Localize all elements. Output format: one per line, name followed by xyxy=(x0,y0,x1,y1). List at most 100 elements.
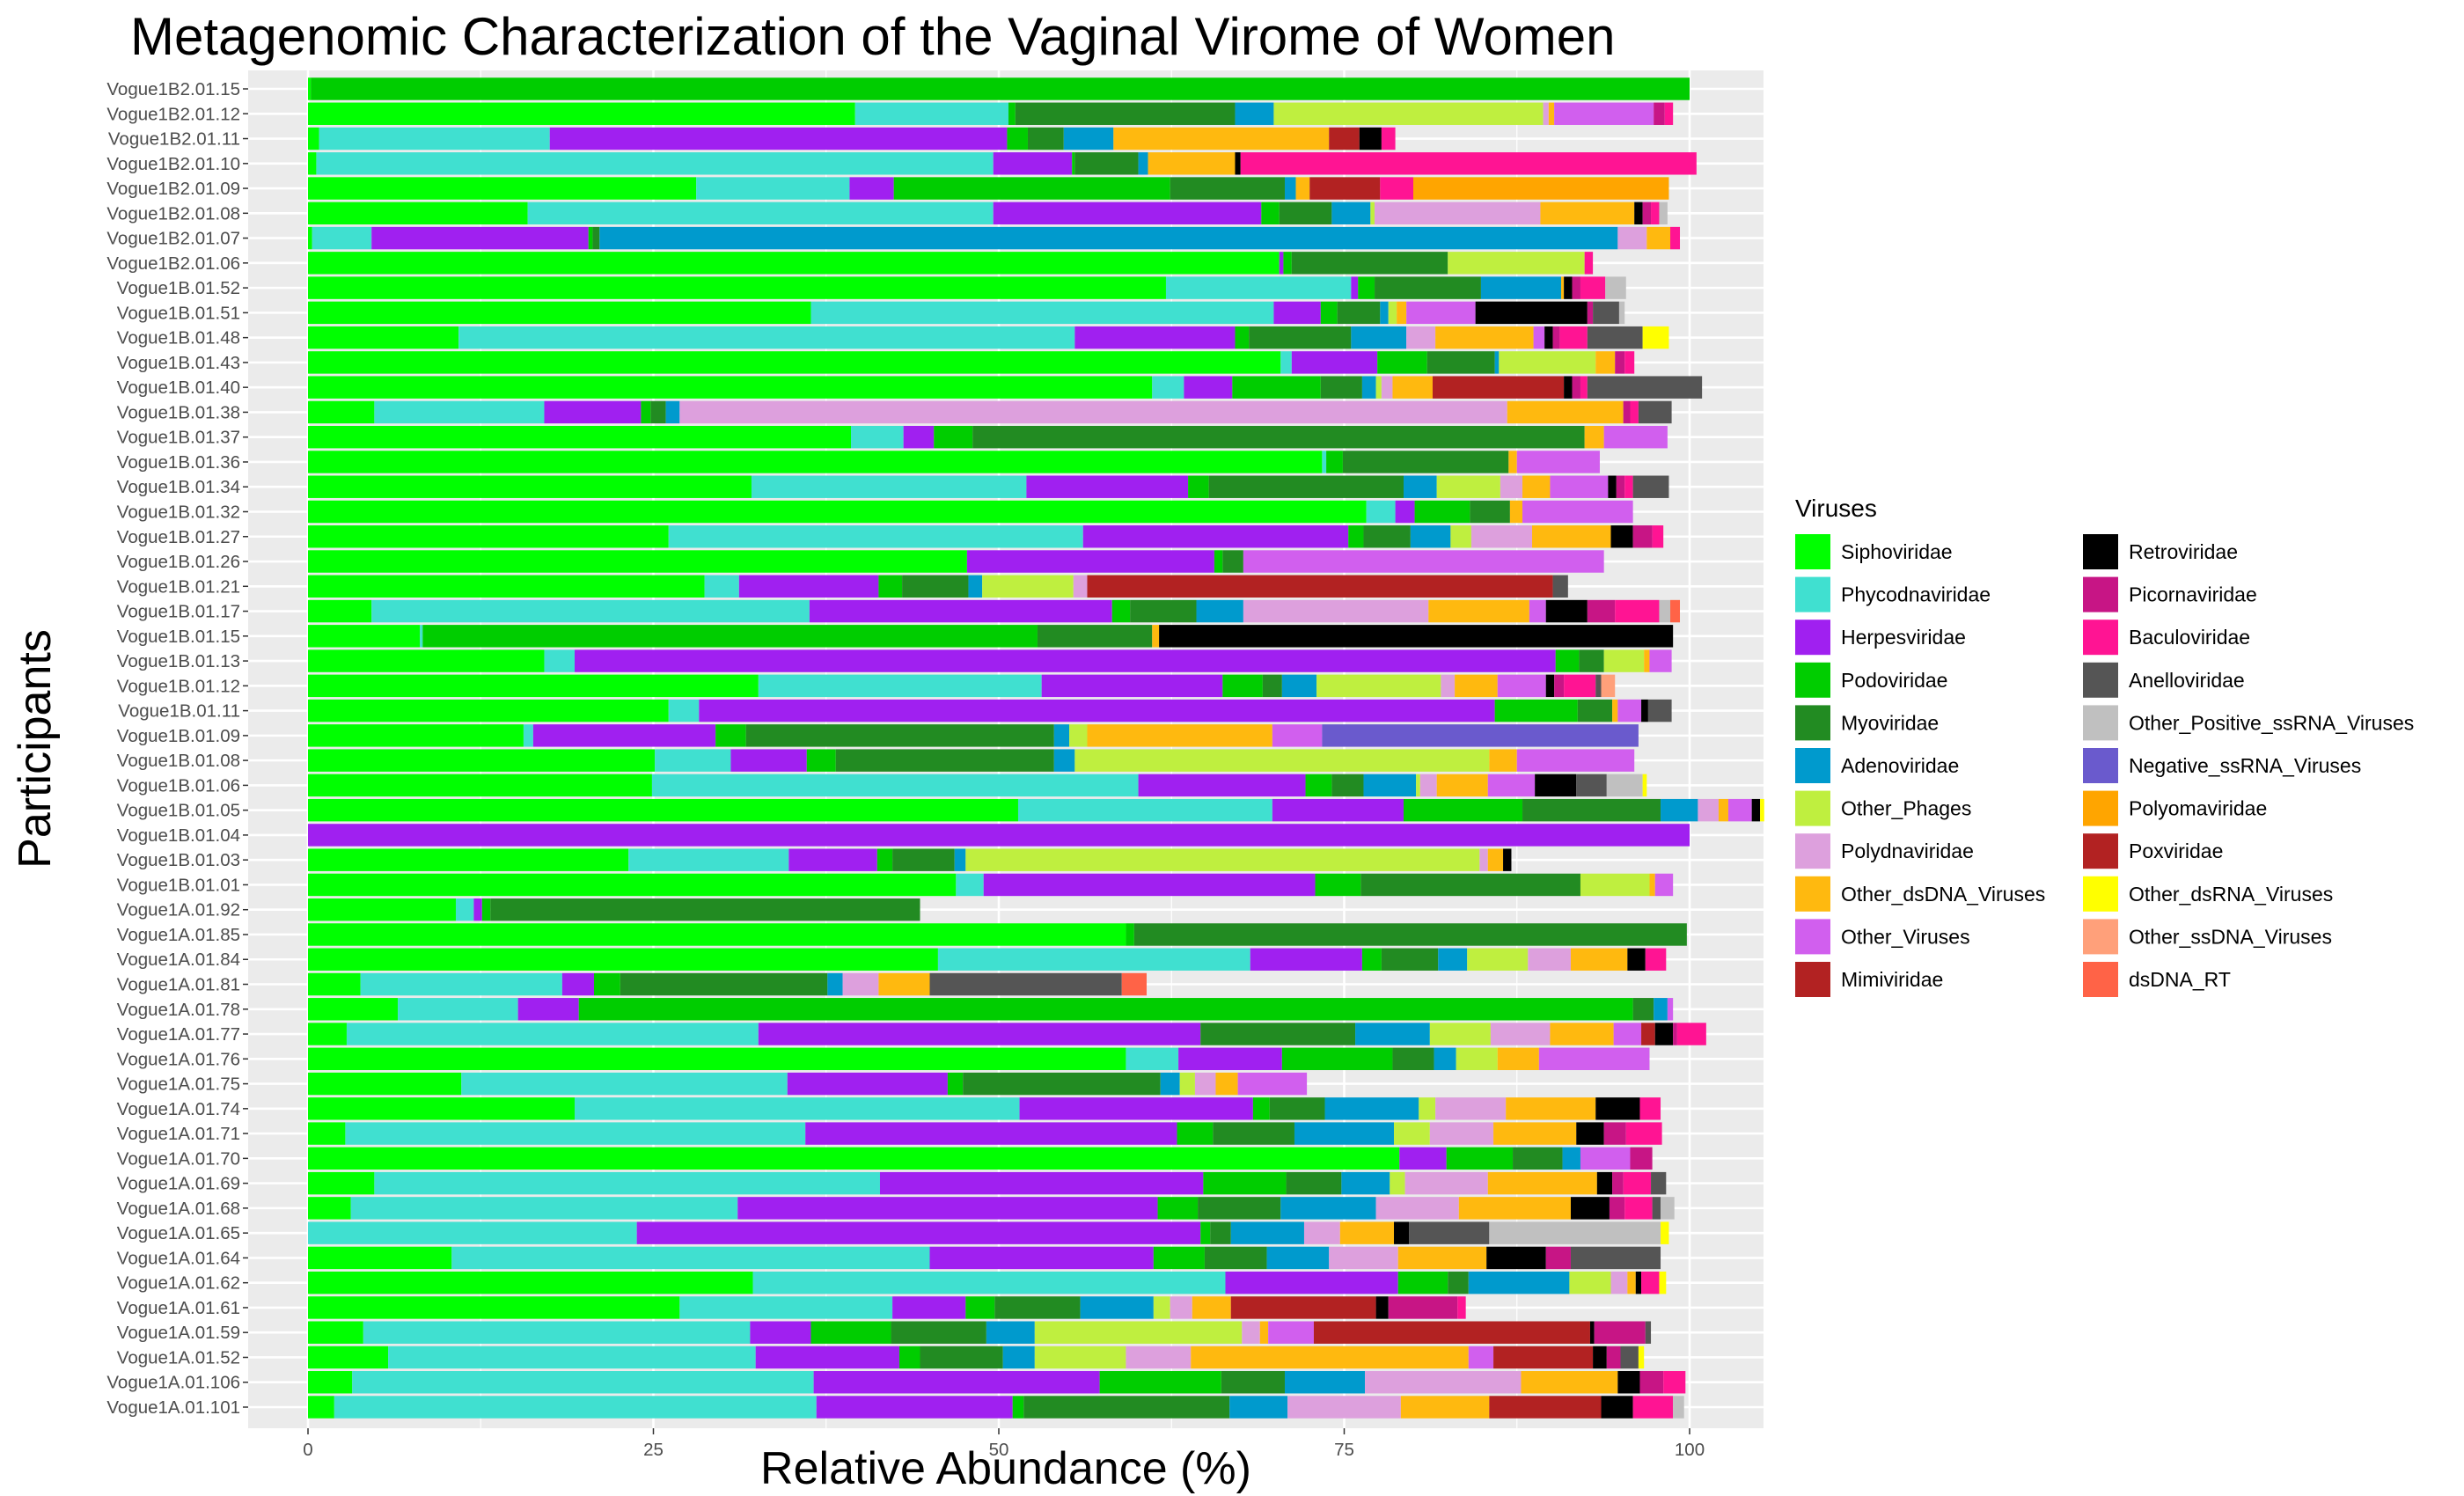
bar-segment xyxy=(308,226,312,250)
bar-segment xyxy=(308,1396,334,1419)
bar-segment xyxy=(316,152,994,175)
bar-segment xyxy=(628,848,789,871)
bar-segment xyxy=(810,301,1274,325)
legend-key xyxy=(2083,705,2118,741)
bar-segment xyxy=(1126,1047,1179,1071)
bar-segment xyxy=(1595,351,1616,374)
bar-segment xyxy=(1291,351,1378,374)
bar-segment xyxy=(308,599,372,623)
bar-segment xyxy=(588,226,593,250)
bar-segment xyxy=(308,1246,452,1270)
bar-segment xyxy=(1576,774,1607,797)
bar-segment xyxy=(490,898,920,921)
bar-segment xyxy=(1595,1097,1640,1120)
bar-segment xyxy=(1533,326,1545,349)
bar-segment xyxy=(1436,774,1488,797)
bar-segment xyxy=(1111,599,1131,623)
legend-label: Other_ssDNA_Viruses xyxy=(2129,925,2332,948)
bar-segment xyxy=(1320,301,1338,325)
bar-segment xyxy=(1243,599,1429,623)
bar-segment xyxy=(750,1321,811,1344)
bar-segment xyxy=(668,699,700,722)
bar-segment xyxy=(1148,152,1236,175)
bar-segment xyxy=(751,475,1027,498)
bar-segment xyxy=(473,898,482,921)
bar-segment xyxy=(1616,475,1625,498)
bar-segment xyxy=(715,724,746,747)
bar-segment xyxy=(308,301,811,325)
bar-segment xyxy=(1497,674,1546,698)
bar-segment xyxy=(1406,301,1476,325)
y-tick-label: Vogue1B.01.40 xyxy=(117,378,240,398)
bar-segment xyxy=(1642,202,1652,225)
bar-segment xyxy=(308,326,459,349)
bar-segment xyxy=(1572,376,1580,399)
bar-segment xyxy=(1281,674,1317,698)
bar-segment xyxy=(954,848,966,871)
bar-segment xyxy=(745,724,1054,747)
legend-key xyxy=(2083,962,2118,997)
bar-segment xyxy=(1760,798,1764,822)
bar-segment xyxy=(371,599,810,623)
bar-segment xyxy=(1160,1072,1180,1096)
bar-segment xyxy=(1559,326,1588,349)
bar-segment xyxy=(1214,550,1223,573)
bar-segment xyxy=(1593,301,1619,325)
bar-segment xyxy=(994,1296,1081,1319)
bar-segment xyxy=(1489,1221,1661,1244)
bar-segment xyxy=(1200,1221,1211,1244)
bar-segment xyxy=(1654,998,1668,1021)
bar-segment xyxy=(1645,1321,1652,1344)
bar-segment xyxy=(1392,1047,1434,1071)
bar-segment xyxy=(1659,599,1671,623)
bar-segment xyxy=(1522,500,1633,524)
bar-segment xyxy=(1284,1371,1366,1394)
bar-segment xyxy=(1342,451,1509,473)
bar-segment xyxy=(1295,177,1310,200)
bar-segment xyxy=(1489,749,1517,772)
bar-segment xyxy=(1509,500,1523,524)
bar-segment xyxy=(575,649,1556,672)
bar-segment xyxy=(1363,774,1417,797)
bar-segment xyxy=(849,177,894,200)
bar-segment xyxy=(1272,798,1404,822)
bar-segment xyxy=(1286,1171,1342,1195)
bar-segment xyxy=(1606,1346,1621,1369)
bar-segment xyxy=(1570,1197,1610,1220)
legend-key xyxy=(2083,919,2118,955)
bar-segment xyxy=(1203,1171,1287,1195)
bar-segment xyxy=(388,1346,756,1369)
bar-segment xyxy=(1448,252,1585,275)
y-tick-label: Vogue1A.01.69 xyxy=(117,1174,240,1194)
bar-segment xyxy=(842,972,879,996)
legend-label: Myoviridae xyxy=(1841,711,1939,734)
y-tick-label: Vogue1A.01.78 xyxy=(117,1000,240,1020)
bar-segment xyxy=(544,400,642,424)
bar-segment xyxy=(1605,276,1626,299)
bar-segment xyxy=(1279,202,1332,225)
bar-segment xyxy=(956,873,984,897)
bar-segment xyxy=(1426,351,1495,374)
bar-segment xyxy=(1365,1371,1522,1394)
bar-segment xyxy=(308,376,1153,399)
bar-segment xyxy=(308,177,697,200)
bar-segment xyxy=(1623,400,1631,424)
bar-segment xyxy=(983,873,1316,897)
bar-segment xyxy=(371,226,589,250)
bar-segment xyxy=(308,575,705,598)
bar-segment xyxy=(1428,599,1529,623)
bar-segment xyxy=(1339,1221,1395,1244)
bar-segment xyxy=(1624,351,1635,374)
bar-segment xyxy=(1639,1371,1664,1394)
bar-segment xyxy=(1500,475,1523,498)
y-tick-label: Vogue1B.01.17 xyxy=(117,602,240,622)
y-tick-label: Vogue1B.01.09 xyxy=(117,726,240,746)
bar-segment xyxy=(1249,326,1352,349)
bar-segment xyxy=(1513,1147,1563,1170)
bar-segment xyxy=(1414,500,1470,524)
bar-segment xyxy=(1130,599,1197,623)
bar-segment xyxy=(851,425,904,449)
legend-label: Other_dsDNA_Viruses xyxy=(1841,883,2045,906)
bar-segment xyxy=(1584,252,1594,275)
bar-segment xyxy=(1654,1023,1674,1045)
